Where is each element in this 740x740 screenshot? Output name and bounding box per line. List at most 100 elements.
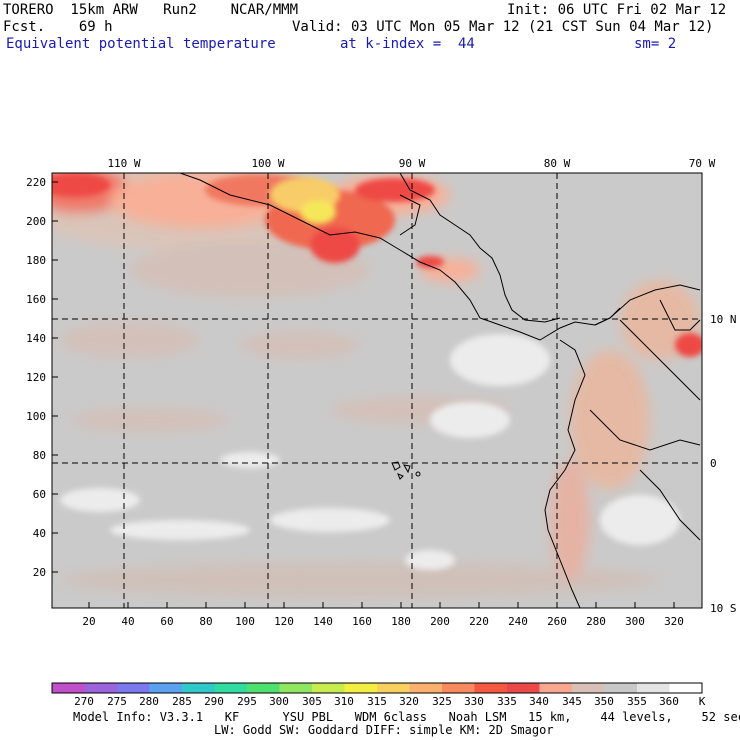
theta-e-field xyxy=(52,173,702,608)
central-america-caribbean-coast xyxy=(399,173,561,323)
lon-label-110w: 110 W xyxy=(107,157,140,170)
galapagos-islands xyxy=(391,461,421,480)
lon-label-100w: 100 W xyxy=(251,157,284,170)
colorbar-swatch xyxy=(572,683,605,693)
x-tick-label: 60 xyxy=(160,615,173,628)
colorbar-swatch xyxy=(604,683,638,693)
axis-ticks xyxy=(52,181,675,608)
model-info: Model Info: V3.3.1 KF YSU PBL WDM 6class… xyxy=(73,710,740,724)
colorbar-swatch xyxy=(149,683,183,693)
colorbar-label: 360 xyxy=(659,695,679,708)
x-tick-label: 240 xyxy=(508,615,528,628)
y-tick-label: 200 xyxy=(26,215,46,228)
x-tick-label: 320 xyxy=(664,615,684,628)
colorbar-swatch xyxy=(474,683,508,693)
y-tick-label: 20 xyxy=(33,566,46,579)
lat-label-0: 0 xyxy=(710,457,717,470)
y-tick-label: 60 xyxy=(33,488,46,501)
y-tick-label: 120 xyxy=(26,371,46,384)
colorbar-swatch xyxy=(442,683,475,693)
colorbar-label: 320 xyxy=(399,695,419,708)
colorbar-label: 325 xyxy=(432,695,452,708)
level-label: at k-index = 44 xyxy=(340,36,475,52)
colorbar-swatch xyxy=(377,683,410,693)
y-tick-label: 220 xyxy=(26,176,46,189)
x-tick-label: 260 xyxy=(547,615,567,628)
lon-label-90w: 90 W xyxy=(399,157,426,170)
colorbar-swatch xyxy=(117,683,150,693)
colorbar-label: 290 xyxy=(204,695,224,708)
lat-label-10n: 10 N xyxy=(710,313,737,326)
y-tick-label: 80 xyxy=(33,449,46,462)
colorbar-swatch xyxy=(637,683,670,693)
x-tick-label: 100 xyxy=(235,615,255,628)
colorbar-label: 315 xyxy=(367,695,387,708)
lake-maracaibo xyxy=(659,299,701,331)
x-tick-label: 140 xyxy=(313,615,333,628)
colorbar-label: 310 xyxy=(334,695,354,708)
coastlines xyxy=(179,173,701,608)
x-tick-label: 220 xyxy=(469,615,489,628)
colorbar-swatch xyxy=(247,683,280,693)
physics-info: LW: Godd SW: Goddard DIFF: simple KM: 2D… xyxy=(214,723,554,737)
colorbar-swatch xyxy=(52,683,85,693)
colorbar-swatch xyxy=(669,683,703,693)
colorbar xyxy=(51,682,703,694)
colorbar-label: 335 xyxy=(497,695,517,708)
colorbar-label: 345 xyxy=(562,695,582,708)
colorbar-label: 270 xyxy=(74,695,94,708)
colorbar-label: 355 xyxy=(627,695,647,708)
colorbar-labels: 270 275 280 285 290 295 300 305 310 315 … xyxy=(74,695,706,708)
colorbar-label: 330 xyxy=(464,695,484,708)
border-ecuador-peru xyxy=(589,409,701,451)
colorbar-swatch xyxy=(539,683,573,693)
colorbar-swatch xyxy=(344,683,378,693)
model-title: TORERO 15km ARW Run2 NCAR/MMM xyxy=(3,2,299,18)
init-time: Init: 06 UTC Fri 02 Mar 12 xyxy=(507,2,727,18)
x-tick-label: 20 xyxy=(82,615,95,628)
colorbar-swatch xyxy=(409,683,443,693)
colorbar-swatch xyxy=(182,683,215,693)
x-tick-label: 40 xyxy=(121,615,134,628)
y-tick-label: 100 xyxy=(26,410,46,423)
colorbar-swatch xyxy=(279,683,313,693)
colorbar-label: 305 xyxy=(302,695,322,708)
y-tick-label: 180 xyxy=(26,254,46,267)
x-tick-label: 180 xyxy=(391,615,411,628)
colorbar-swatch xyxy=(84,683,118,693)
y-tick-label: 160 xyxy=(26,293,46,306)
colorbar-swatch xyxy=(312,683,345,693)
colorbar-label: 340 xyxy=(529,695,549,708)
x-tick-label: 300 xyxy=(625,615,645,628)
x-tick-label: 120 xyxy=(274,615,294,628)
x-tick-label: 200 xyxy=(430,615,450,628)
colorbar-frame xyxy=(51,682,703,694)
border-mexico-guatemala xyxy=(399,194,421,236)
lon-label-70w: 70 W xyxy=(689,157,716,170)
colorbar-swatch xyxy=(507,683,540,693)
lat-label-10s: 10 S xyxy=(710,602,737,615)
colorbar-label: 285 xyxy=(172,695,192,708)
x-tick-label: 280 xyxy=(586,615,606,628)
colorbar-label: 275 xyxy=(107,695,127,708)
border-peru-brazil xyxy=(639,469,701,541)
x-tick-label: 160 xyxy=(352,615,372,628)
colorbar-label: 350 xyxy=(594,695,614,708)
x-axis: 20 40 60 80 100 120 140 160 180 200 220 … xyxy=(82,615,684,628)
y-axis: 20 40 60 80 100 120 140 160 180 200 220 xyxy=(26,176,46,579)
plot-frame xyxy=(51,172,703,609)
colorbar-label: 300 xyxy=(269,695,289,708)
lon-label-80w: 80 W xyxy=(544,157,571,170)
x-tick-label: 80 xyxy=(199,615,212,628)
valid-time: Valid: 03 UTC Mon 05 Mar 12 (21 CST Sun … xyxy=(292,19,714,35)
south-america-pacific-coast xyxy=(544,339,586,608)
forecast-hour: Fcst. 69 h xyxy=(3,19,113,35)
colorbar-label: 295 xyxy=(237,695,257,708)
colorbar-label: 280 xyxy=(139,695,159,708)
colorbar-unit: K xyxy=(699,695,706,708)
y-tick-label: 40 xyxy=(33,527,46,540)
central-america-pacific-coast xyxy=(179,173,621,341)
y-tick-label: 140 xyxy=(26,332,46,345)
graticule xyxy=(52,173,702,608)
